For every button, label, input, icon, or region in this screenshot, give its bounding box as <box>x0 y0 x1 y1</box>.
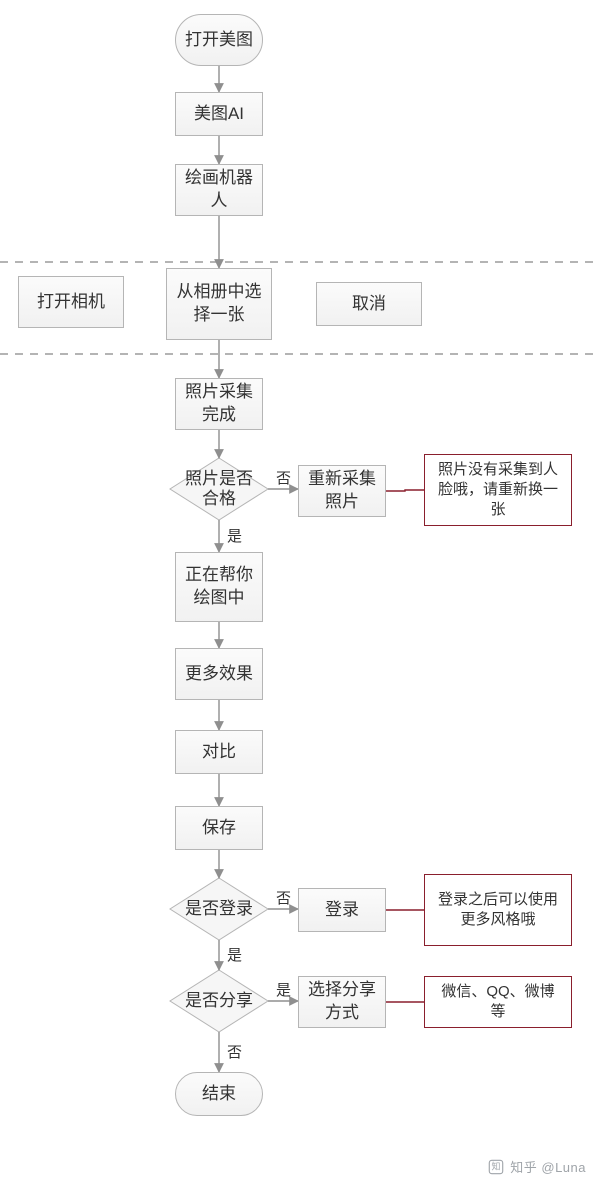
node-label: 打开相机 <box>37 291 105 314</box>
node-pick_album: 从相册中选择一张 <box>166 268 272 340</box>
node-login: 登录 <box>298 888 386 932</box>
node-recapture: 重新采集照片 <box>298 465 386 517</box>
node-label: 正在帮你绘图中 <box>184 564 254 610</box>
node-label: 美图AI <box>194 103 244 126</box>
edge-label: 是 <box>227 525 242 546</box>
node-collected: 照片采集完成 <box>175 378 263 430</box>
node-label: 选择分享方式 <box>307 979 377 1025</box>
node-compare: 对比 <box>175 730 263 774</box>
node-label: 照片采集完成 <box>184 381 254 427</box>
node-label: 对比 <box>202 741 236 764</box>
node-note_photo: 照片没有采集到人脸哦，请重新换一张 <box>424 454 572 526</box>
node-ai: 美图AI <box>175 92 263 136</box>
node-label: 微信、QQ、微博等 <box>435 982 561 1023</box>
node-label: 登录 <box>325 899 359 922</box>
node-cancel: 取消 <box>316 282 422 326</box>
watermark-text: 知乎 @Luna <box>510 1157 586 1176</box>
node-label: 照片没有采集到人脸哦，请重新换一张 <box>435 460 561 521</box>
watermark: 知 知乎 @Luna <box>488 1157 586 1176</box>
node-label: 重新采集照片 <box>307 468 377 514</box>
node-open_camera: 打开相机 <box>18 276 124 328</box>
edge-label: 是 <box>276 979 291 1000</box>
node-label: 更多效果 <box>185 663 253 686</box>
node-save: 保存 <box>175 806 263 850</box>
node-start: 打开美图 <box>175 14 263 66</box>
node-drawing: 正在帮你绘图中 <box>175 552 263 622</box>
node-end: 结束 <box>175 1072 263 1116</box>
node-label: 登录之后可以使用更多风格哦 <box>435 890 561 931</box>
node-label: 取消 <box>352 293 386 316</box>
node-label: 打开美图 <box>185 29 253 52</box>
node-label: 绘画机器人 <box>184 167 254 213</box>
node-robot: 绘画机器人 <box>175 164 263 216</box>
edge-label: 是 <box>227 944 242 965</box>
node-label: 结束 <box>202 1083 236 1106</box>
edge-label: 否 <box>276 887 291 908</box>
svg-text:知: 知 <box>492 1160 501 1171</box>
edge-label: 否 <box>227 1041 242 1062</box>
node-share_method: 选择分享方式 <box>298 976 386 1028</box>
node-more_fx: 更多效果 <box>175 648 263 700</box>
node-note_share: 微信、QQ、微博等 <box>424 976 572 1028</box>
edge-label: 否 <box>276 467 291 488</box>
node-note_login: 登录之后可以使用更多风格哦 <box>424 874 572 946</box>
node-label: 保存 <box>202 817 236 840</box>
node-label: 从相册中选择一张 <box>175 281 263 327</box>
